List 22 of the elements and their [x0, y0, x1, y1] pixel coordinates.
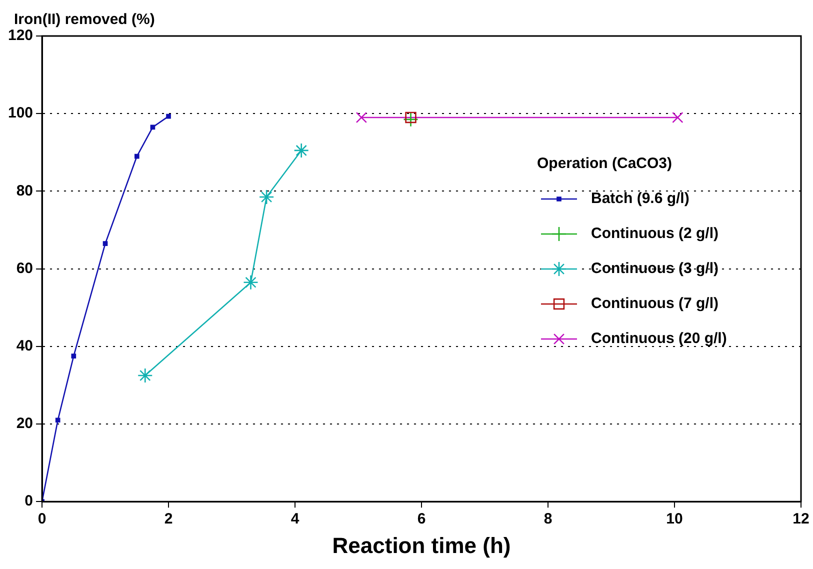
legend-label: Batch (9.6 g/l)	[591, 190, 690, 208]
y-tick-label: 120	[8, 27, 34, 44]
x-tick-label: 0	[38, 510, 46, 528]
x-tick-label: 10	[666, 510, 683, 528]
legend-label: Continuous (7 g/l)	[591, 295, 718, 312]
legend-label: Continuous (2 g/l)	[591, 225, 718, 242]
x-axis-title: Reaction time (h)	[332, 532, 511, 558]
y-axis-title: Iron(II) removed (%)	[14, 11, 155, 28]
legend-label: Continuous (20 g/l)	[591, 330, 727, 348]
x-tick-label: 2	[164, 510, 173, 528]
y-tick-label: 20	[16, 415, 34, 432]
x-tick-label: 4	[290, 510, 300, 528]
x-tick-label: 6	[417, 510, 426, 528]
x-tick-label: 8	[544, 510, 552, 528]
y-tick-label: 0	[24, 492, 34, 510]
y-tick-label: 100	[8, 104, 34, 122]
y-tick-label: 60	[16, 260, 34, 277]
y-tick-label: 80	[16, 182, 34, 200]
y-tick-label: 40	[16, 338, 34, 355]
x-tick-label: 12	[792, 510, 810, 528]
legend-title: Operation (CaCO3)	[537, 155, 672, 172]
legend-label: Continuous (3 g/l)	[591, 260, 718, 278]
